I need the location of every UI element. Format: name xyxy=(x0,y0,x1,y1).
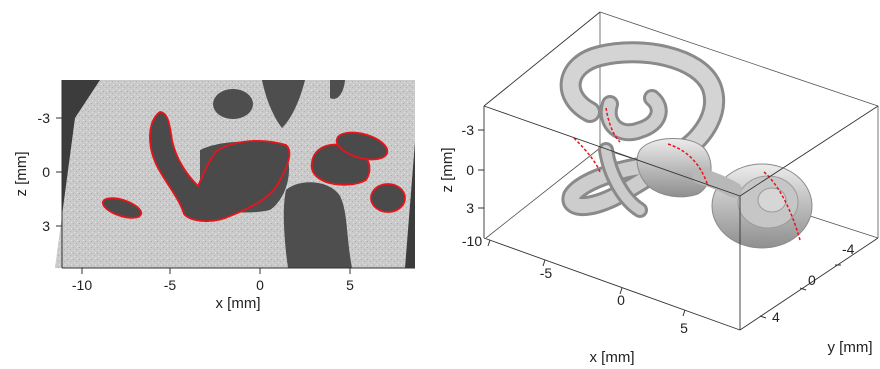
cochlea-contour xyxy=(149,111,291,222)
ct-axes xyxy=(56,80,415,274)
surface-x-tick: -10 xyxy=(462,233,482,249)
surface-x-tick: 0 xyxy=(617,292,625,308)
surface-render-panel: -3 0 3 -10 -5 0 5 -4 0 4 z [mm] x [mm] y… xyxy=(439,11,879,366)
surface-z-tick: -3 xyxy=(462,122,475,138)
ct-x-label: x [mm] xyxy=(216,295,261,312)
surface-z-tick: 3 xyxy=(466,200,474,216)
surface-z-label: z [mm] xyxy=(439,148,456,193)
ct-z-tick: 0 xyxy=(42,164,50,180)
surface-axes-ticks xyxy=(478,129,841,319)
canal-upper-contour xyxy=(335,131,389,161)
surface-x-label: x [mm] xyxy=(590,349,635,366)
inner-ear-surface xyxy=(559,41,813,249)
surface-x-tick: -5 xyxy=(540,265,553,281)
surface-y-tick: 0 xyxy=(808,272,816,288)
segmentation-contours xyxy=(101,111,406,222)
ct-x-tick: -5 xyxy=(164,277,177,293)
surface-x-tick: 5 xyxy=(680,320,688,336)
surface-y-label: y [mm] xyxy=(828,339,873,356)
ct-x-tick: 0 xyxy=(256,277,264,293)
bounding-box-back xyxy=(485,11,879,239)
surface-y-tick: -4 xyxy=(842,241,855,257)
surface-cut-edges xyxy=(573,107,801,241)
bounding-box-front xyxy=(483,11,879,331)
ct-z-tick: 3 xyxy=(42,218,50,234)
surface-y-tick: 4 xyxy=(772,309,780,325)
ct-slice-panel: -10 -5 0 5 -3 0 3 x [mm] z [mm] xyxy=(13,80,415,312)
ct-z-tick: -3 xyxy=(38,110,51,126)
ct-x-tick: 5 xyxy=(346,277,354,293)
canal-right-contour xyxy=(370,183,406,213)
canal-left-contour xyxy=(101,197,143,219)
ct-z-label: z [mm] xyxy=(13,152,30,197)
surface-z-tick: 0 xyxy=(466,162,474,178)
ct-x-tick: -10 xyxy=(72,277,92,293)
